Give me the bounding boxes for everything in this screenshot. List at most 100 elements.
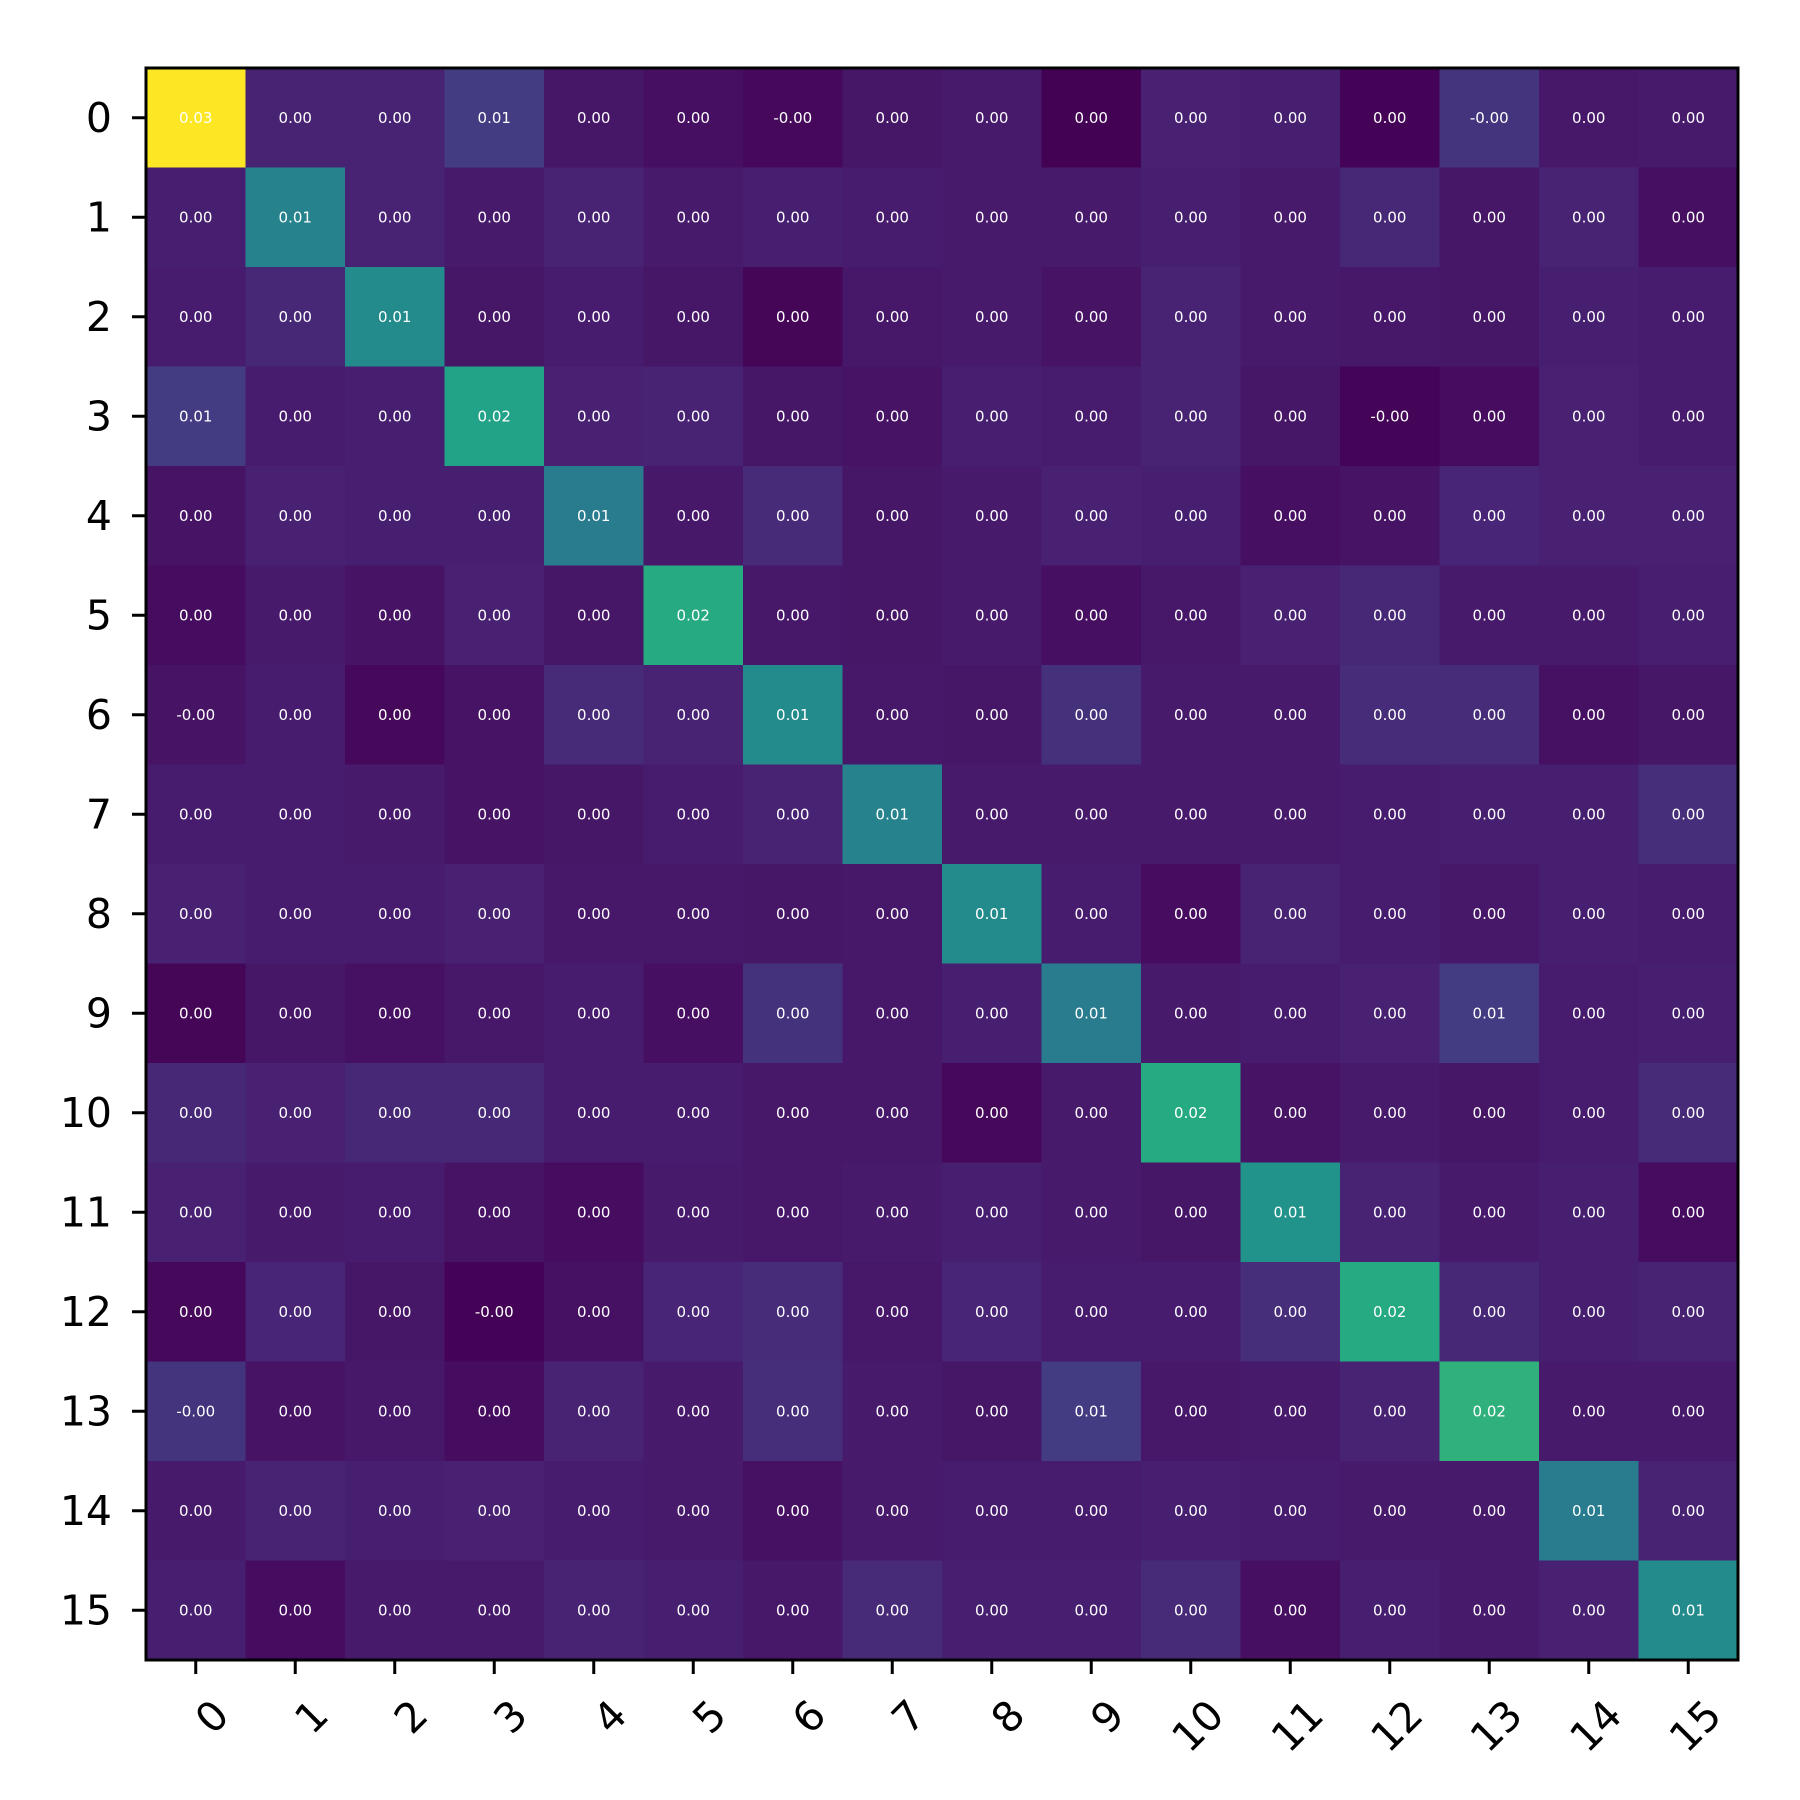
heatmap-cell-7-5 [643, 764, 744, 865]
heatmap-cell-10-7 [842, 1063, 943, 1164]
heatmap-cell-14-10 [1141, 1461, 1242, 1562]
cell-value-label-1-9: 0.00 [1075, 208, 1108, 226]
cell-value-label-12-3: -0.00 [475, 1303, 514, 1321]
heatmap-cell-7-1 [245, 764, 346, 865]
heatmap-cell-3-12 [1340, 366, 1441, 467]
x-tick-label-5: 5 [683, 1691, 735, 1743]
cell-value-label-1-10: 0.00 [1174, 208, 1207, 226]
cell-value-label-12-14: 0.00 [1572, 1303, 1605, 1321]
heatmap-cell-3-11 [1240, 366, 1341, 467]
heatmap-cell-11-2 [345, 1162, 446, 1263]
heatmap-cell-12-10 [1141, 1262, 1242, 1363]
heatmap-cell-9-12 [1340, 963, 1441, 1064]
heatmap-cell-4-7 [842, 466, 943, 567]
heatmap-cell-1-5 [643, 167, 744, 268]
cell-value-label-3-0: 0.01 [179, 407, 212, 425]
cell-value-label-13-0: -0.00 [176, 1402, 215, 1420]
cell-value-label-0-4: 0.00 [577, 109, 610, 127]
heatmap-cell-15-2 [345, 1560, 446, 1661]
heatmap-cell-5-1 [245, 565, 346, 666]
heatmap-cell-3-1 [245, 366, 346, 467]
heatmap-cell-15-14 [1539, 1560, 1640, 1661]
cell-value-label-3-7: 0.00 [876, 407, 909, 425]
heatmap-cell-7-4 [544, 764, 645, 865]
heatmap-cell-14-7 [842, 1461, 943, 1562]
x-tick-label-14: 14 [1560, 1691, 1631, 1762]
cell-value-label-3-10: 0.00 [1174, 407, 1207, 425]
cell-value-label-9-13: 0.01 [1473, 1004, 1506, 1022]
cell-value-label-6-13: 0.00 [1473, 706, 1506, 724]
cell-value-label-13-11: 0.00 [1274, 1402, 1307, 1420]
heatmap-cell-4-9 [1041, 466, 1142, 567]
heatmap-cell-0-11 [1240, 68, 1341, 169]
heatmap-cell-10-6 [743, 1063, 844, 1164]
heatmap-cell-8-0 [146, 864, 247, 965]
heatmap-cell-14-8 [942, 1461, 1043, 1562]
cell-value-label-3-6: 0.00 [776, 407, 809, 425]
cell-value-label-4-11: 0.00 [1274, 507, 1307, 525]
heatmap-cell-12-14 [1539, 1262, 1640, 1363]
cell-value-label-10-11: 0.00 [1274, 1104, 1307, 1122]
heatmap-cell-15-8 [942, 1560, 1043, 1661]
cell-value-label-1-8: 0.00 [975, 208, 1008, 226]
heatmap-cell-15-10 [1141, 1560, 1242, 1661]
cell-value-label-0-1: 0.00 [279, 109, 312, 127]
heatmap-cell-3-2 [345, 366, 446, 467]
heatmap-cell-4-6 [743, 466, 844, 567]
heatmap-cell-14-3 [444, 1461, 545, 1562]
heatmap-cell-11-6 [743, 1162, 844, 1263]
cell-value-label-8-15: 0.00 [1672, 905, 1705, 923]
cell-value-label-7-0: 0.00 [179, 805, 212, 823]
cell-value-label-5-8: 0.00 [975, 606, 1008, 624]
heatmap-cell-12-11 [1240, 1262, 1341, 1363]
heatmap-cell-2-14 [1539, 267, 1640, 368]
heatmap-cell-9-3 [444, 963, 545, 1064]
heatmap-cell-3-10 [1141, 366, 1242, 467]
heatmap-cell-2-3 [444, 267, 545, 368]
heatmap-cell-6-11 [1240, 665, 1341, 766]
heatmap-cell-13-7 [842, 1361, 943, 1462]
heatmap-cell-5-2 [345, 565, 446, 666]
cell-value-label-12-5: 0.00 [677, 1303, 710, 1321]
heatmap-cell-6-6 [743, 665, 844, 766]
heatmap-cell-1-8 [942, 167, 1043, 268]
cell-value-label-1-0: 0.00 [179, 208, 212, 226]
heatmap-cell-4-11 [1240, 466, 1341, 567]
cell-value-label-11-4: 0.00 [577, 1203, 610, 1221]
cell-value-label-13-2: 0.00 [378, 1402, 411, 1420]
cell-value-label-8-4: 0.00 [577, 905, 610, 923]
heatmap-cell-1-15 [1638, 167, 1739, 268]
heatmap-cell-13-10 [1141, 1361, 1242, 1462]
cell-value-label-5-13: 0.00 [1473, 606, 1506, 624]
heatmap-cell-15-6 [743, 1560, 844, 1661]
heatmap-cell-5-10 [1141, 565, 1242, 666]
heatmap-cell-10-5 [643, 1063, 744, 1164]
heatmap-cell-14-14 [1539, 1461, 1640, 1562]
cell-value-label-1-13: 0.00 [1473, 208, 1506, 226]
x-tick-label-3: 3 [484, 1691, 536, 1743]
x-tick-label-0: 0 [186, 1691, 238, 1743]
y-tick-label-12: 12 [60, 1288, 112, 1336]
cell-value-label-10-5: 0.00 [677, 1104, 710, 1122]
cell-value-label-11-11: 0.01 [1274, 1203, 1307, 1221]
heatmap-cell-11-3 [444, 1162, 545, 1263]
y-tick-label-2: 2 [86, 293, 112, 341]
cell-value-label-10-1: 0.00 [279, 1104, 312, 1122]
cell-value-label-3-15: 0.00 [1672, 407, 1705, 425]
cell-value-label-10-4: 0.00 [577, 1104, 610, 1122]
heatmap-cell-7-3 [444, 764, 545, 865]
cell-value-label-8-5: 0.00 [677, 905, 710, 923]
cell-value-label-12-10: 0.00 [1174, 1303, 1207, 1321]
heatmap-cell-1-9 [1041, 167, 1142, 268]
heatmap-cell-10-0 [146, 1063, 247, 1164]
heatmap-cell-14-15 [1638, 1461, 1739, 1562]
cell-value-label-15-10: 0.00 [1174, 1601, 1207, 1619]
cell-value-label-6-3: 0.00 [478, 706, 511, 724]
y-tick-label-10: 10 [60, 1089, 112, 1137]
heatmap-cell-0-6 [743, 68, 844, 169]
heatmap-cell-8-8 [942, 864, 1043, 965]
heatmap-cell-8-9 [1041, 864, 1142, 965]
cell-value-label-7-6: 0.00 [776, 805, 809, 823]
cell-value-label-14-3: 0.00 [478, 1502, 511, 1520]
